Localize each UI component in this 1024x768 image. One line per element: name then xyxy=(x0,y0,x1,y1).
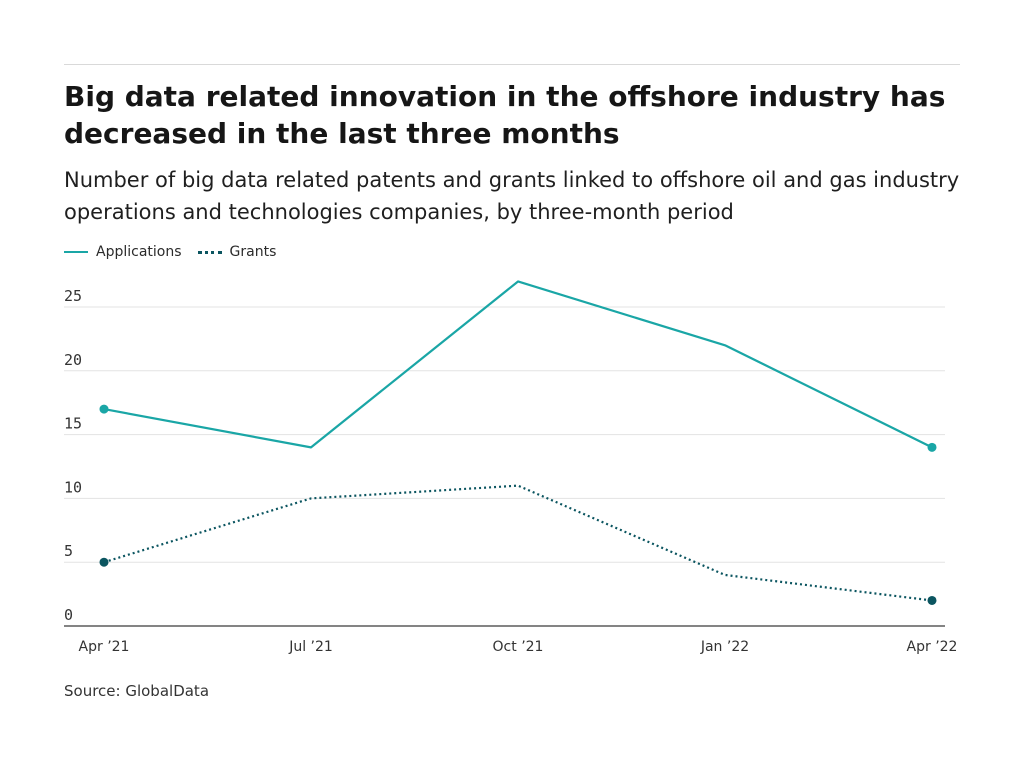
y-tick-label-5: 5 xyxy=(64,542,73,560)
x-tick-label-2: Oct ’21 xyxy=(493,639,544,655)
x-tick-label-3: Jan ’22 xyxy=(700,639,749,655)
chart-title: Big data related innovation in the offsh… xyxy=(64,80,946,150)
source-note: Source: GlobalData xyxy=(64,682,210,700)
data-point-grants-0 xyxy=(99,557,109,567)
legend-item-applications: Applications xyxy=(64,244,182,260)
legend: Applications Grants xyxy=(64,243,292,261)
y-tick-label-10: 10 xyxy=(64,478,82,496)
chart-subtitle: Number of big data related patents and g… xyxy=(64,168,960,224)
x-tick-label-4: Apr ’22 xyxy=(907,639,958,655)
series-line-grants xyxy=(103,484,933,602)
x-tick-label-0: Apr ’21 xyxy=(79,639,130,655)
legend-swatch-applications xyxy=(64,251,88,253)
data-point-grants-4 xyxy=(927,595,937,605)
data-point-applications-4 xyxy=(927,442,937,452)
y-tick-label-0: 0 xyxy=(64,606,73,624)
legend-label-grants: Grants xyxy=(229,244,277,260)
y-tick-label-20: 20 xyxy=(64,351,82,369)
series-line-applications xyxy=(103,280,933,449)
x-tick-label-1: Jul ’21 xyxy=(288,639,333,655)
y-tick-label-15: 15 xyxy=(64,415,82,433)
legend-item-grants: Grants xyxy=(197,244,277,260)
top-rule xyxy=(64,64,960,65)
data-point-applications-0 xyxy=(99,404,109,414)
legend-swatch-grants xyxy=(197,250,222,254)
legend-label-applications: Applications xyxy=(96,244,182,260)
y-tick-label-25: 25 xyxy=(64,287,82,305)
